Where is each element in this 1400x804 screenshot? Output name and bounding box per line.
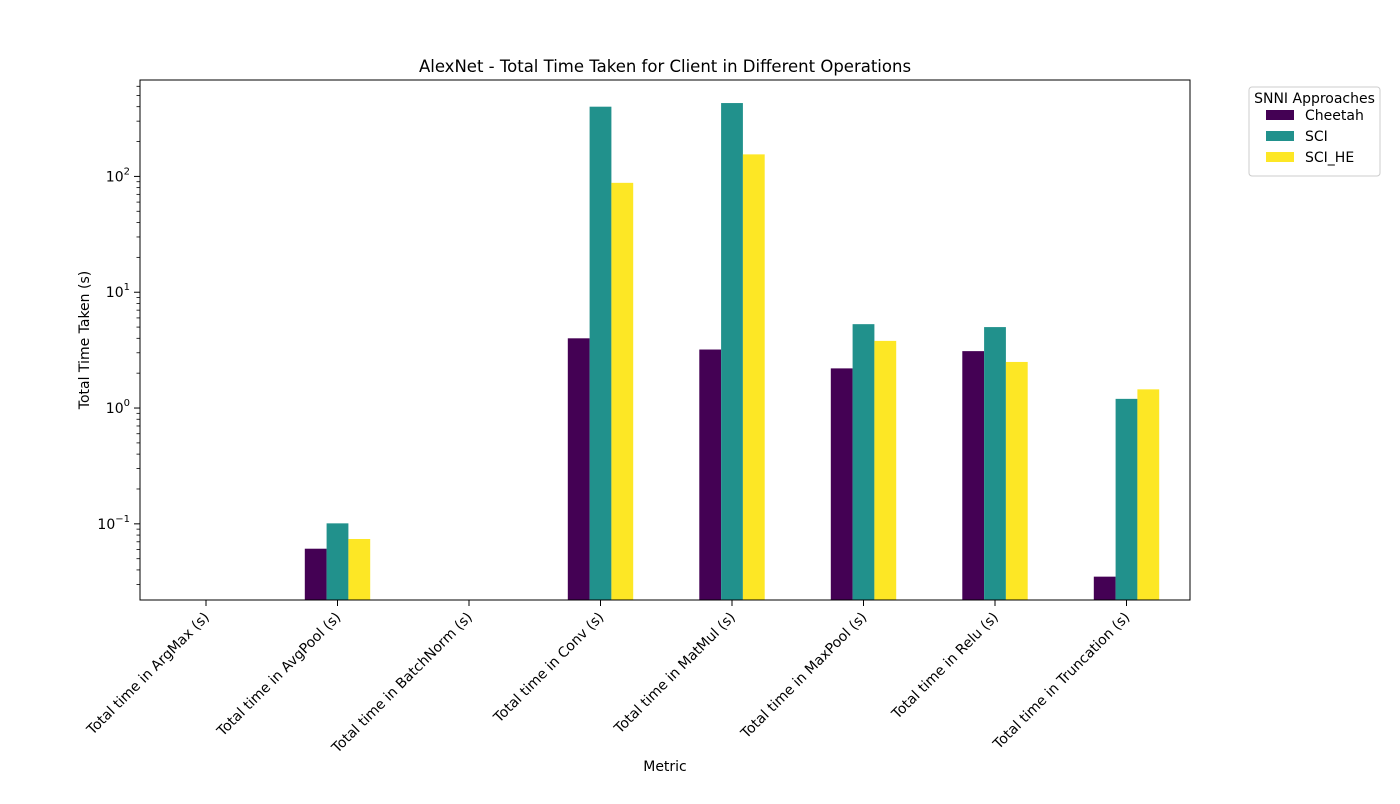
bar-sci-6 — [984, 327, 1006, 600]
x-axis: Total time in ArgMax (s) Total time in Av… — [83, 600, 1133, 757]
legend-entry-label: Cheetah — [1305, 108, 1364, 124]
bar-sci-1 — [326, 523, 349, 600]
x-tick-label: Total time in MaxPool (s) — [737, 610, 870, 743]
legend-swatch — [1266, 152, 1294, 162]
legend-entry-label: SCI_HE — [1305, 150, 1354, 166]
y-tick-label: 100 — [106, 398, 130, 417]
legend-swatch — [1266, 131, 1294, 141]
x-tick-label: Total time in Conv (s) — [490, 610, 607, 727]
bar-sci-7 — [1115, 398, 1138, 600]
bar-sci-he-1 — [348, 538, 371, 600]
bar-cheetah-6 — [962, 351, 985, 600]
y-tick-label: 10−1 — [97, 514, 130, 533]
bar-cheetah-5 — [830, 368, 853, 600]
bar-cheetah-3 — [567, 338, 590, 600]
x-tick-label: Total time in MatMul (s) — [611, 610, 739, 738]
bars-layer — [304, 103, 1160, 601]
legend-entry-label: SCI — [1305, 129, 1328, 145]
x-tick-label: Total time in AvgPool (s) — [214, 610, 345, 741]
bar-cheetah-4 — [699, 349, 722, 600]
bar-sci-he-4 — [742, 154, 765, 600]
bar-cheetah-7 — [1093, 576, 1116, 600]
plot-frame — [139, 79, 1191, 601]
y-axis: 10−1 100 101 102 — [97, 85, 140, 585]
y-tick-label: 102 — [106, 166, 130, 185]
legend: SNNI Approaches Cheetah SCI SCI_HE — [1248, 86, 1381, 177]
bar-sci-he-3 — [611, 182, 634, 600]
chart-title: AlexNet - Total Time Taken for Client in… — [419, 57, 911, 76]
x-tick-label: Total time in ArgMax (s) — [83, 610, 212, 739]
y-axis-label: Total Time Taken (s) — [77, 271, 93, 410]
y-tick-label: 101 — [106, 282, 130, 301]
legend-swatch — [1266, 110, 1294, 120]
x-tick-label: Total time in Relu (s) — [888, 610, 1002, 724]
x-axis-label: Metric — [643, 759, 687, 775]
bar-sci-he-5 — [874, 340, 897, 600]
bar-sci-3 — [589, 106, 612, 600]
bar-sci-4 — [721, 103, 743, 601]
bar-cheetah-1 — [304, 548, 327, 600]
bar-sci-5 — [852, 324, 875, 600]
bar-sci-he-6 — [1005, 361, 1028, 600]
x-tick-label: Total time in BatchNorm (s) — [328, 610, 475, 757]
legend-title: SNNI Approaches — [1254, 91, 1375, 107]
x-tick-label: Total time in Truncation (s) — [990, 610, 1134, 754]
bar-sci-he-7 — [1137, 389, 1160, 600]
